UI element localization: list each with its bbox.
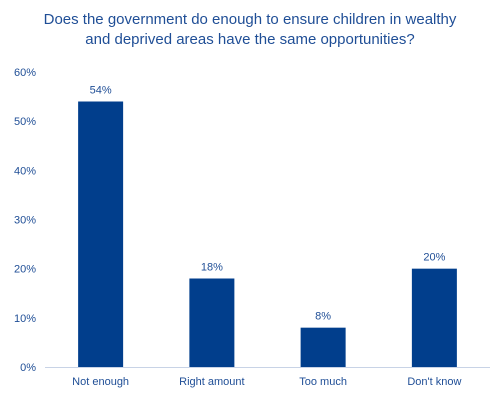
x-category-label: Not enough: [72, 376, 129, 388]
x-category-label: Right amount: [179, 376, 244, 388]
bar-series: [78, 101, 457, 367]
y-tick-label: 60%: [14, 67, 36, 79]
y-tick-label: 50%: [14, 116, 36, 128]
y-tick-label: 10%: [14, 313, 36, 325]
data-label: 18%: [201, 262, 223, 274]
y-tick-label: 40%: [14, 165, 36, 177]
x-category-label: Too much: [299, 376, 347, 388]
chart-title-line-1: Does the government do enough to ensure …: [44, 11, 457, 28]
data-labels: 54% 18% 8% 20%: [90, 85, 446, 323]
data-label: 54%: [90, 85, 112, 97]
bar-right-amount: [189, 278, 235, 367]
bar-not-enough: [78, 101, 124, 367]
data-label: 20%: [423, 252, 445, 264]
y-tick-label: 30%: [14, 215, 36, 227]
chart-title: Does the government do enough to ensure …: [44, 11, 457, 48]
x-axis: Not enough Right amount Too much Don't know: [45, 367, 490, 388]
y-tick-label: 0%: [20, 362, 36, 374]
bar-don-t-know: [411, 268, 457, 367]
bar-too-much: [300, 327, 346, 367]
y-tick-label: 20%: [14, 264, 36, 276]
data-label: 8%: [315, 311, 331, 323]
x-category-label: Don't know: [407, 376, 461, 388]
y-axis: 0% 10% 20% 30% 40% 50% 60%: [14, 67, 36, 374]
chart-title-line-2: and deprived areas have the same opportu…: [85, 31, 414, 48]
